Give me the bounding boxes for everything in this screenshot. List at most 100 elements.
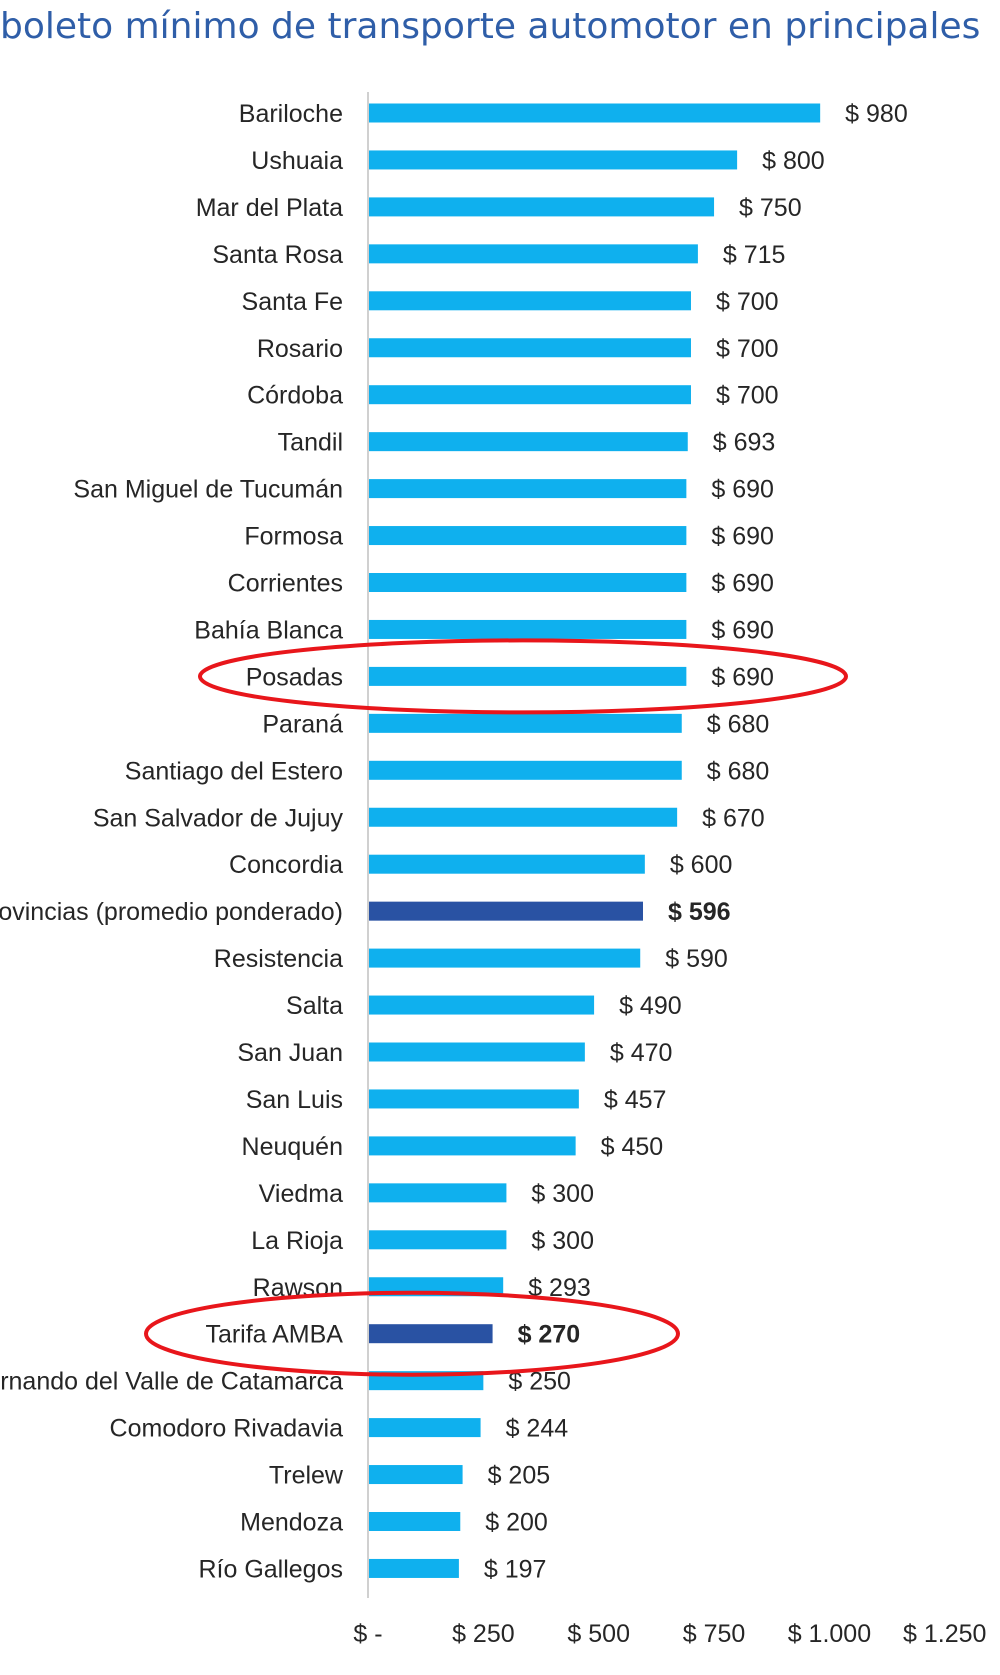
chart-title: boleto mínimo de transporte automotor en…	[0, 6, 981, 47]
data-label: $ 693	[713, 429, 776, 457]
data-label: $ 690	[711, 523, 774, 551]
annotations-group	[144, 638, 848, 1377]
category-label: Mendoza	[240, 1509, 343, 1537]
bar	[368, 1418, 481, 1438]
data-label: $ 470	[610, 1039, 673, 1067]
data-label: $ 690	[711, 663, 774, 691]
category-labels: Bariloche Ushuaia Mar del Plata Santa Rosa S…	[0, 100, 344, 1583]
highlight-ellipse	[198, 638, 848, 715]
data-label: $ 980	[845, 100, 908, 128]
bar	[368, 807, 678, 827]
bar	[368, 1230, 507, 1250]
data-label: $ 197	[484, 1555, 547, 1583]
data-label: $ 600	[670, 851, 733, 879]
bar	[368, 197, 715, 217]
x-tick-label: $ -	[353, 1620, 382, 1648]
category-label: Comodoro Rivadavia	[110, 1415, 344, 1443]
category-label: Posadas	[246, 663, 343, 691]
bar	[368, 1089, 579, 1109]
category-label: Corrientes	[228, 570, 343, 598]
category-label: San Salvador de Jujuy	[93, 804, 344, 832]
data-label: $ 800	[762, 147, 825, 175]
bar	[368, 1183, 507, 1203]
bar	[368, 573, 687, 592]
category-label: Río Gallegos	[198, 1555, 343, 1583]
category-label: Neuquén	[242, 1133, 343, 1161]
bar	[368, 432, 688, 452]
data-label: $ 205	[488, 1462, 551, 1490]
bar	[368, 1465, 463, 1485]
bar	[368, 103, 821, 123]
data-label: $ 244	[506, 1415, 569, 1443]
data-label: $ 680	[707, 710, 770, 738]
bar	[368, 1136, 576, 1156]
category-label: San Miguel de Tucumán	[73, 476, 343, 504]
data-label: $ 700	[716, 335, 779, 363]
x-tick-label: $ 250	[452, 1620, 515, 1648]
category-label: Viedma	[259, 1180, 343, 1208]
category-label: Provincias (promedio ponderado)	[0, 898, 343, 926]
category-label: Santa Fe	[242, 288, 343, 316]
category-label: Concordia	[229, 851, 343, 879]
category-label: Formosa	[244, 523, 343, 551]
bar	[368, 854, 645, 874]
data-label: $ 700	[716, 288, 779, 316]
category-label: Bariloche	[239, 100, 343, 128]
category-label: La Rioja	[251, 1227, 343, 1255]
data-label: $ 680	[707, 757, 770, 785]
data-label: $ 670	[702, 804, 765, 832]
data-label: $ 690	[711, 616, 774, 644]
x-axis-tick-labels: $ - $ 250 $ 500 $ 750 $ 1.000 $ 1.250	[353, 1620, 986, 1648]
data-label: $ 490	[619, 992, 682, 1020]
category-label: Salta	[286, 992, 343, 1020]
data-label: $ 690	[711, 476, 774, 504]
category-label: Tandil	[278, 429, 343, 457]
category-label: Tarifa AMBA	[205, 1321, 343, 1349]
bar	[368, 1324, 493, 1344]
x-tick-label: $ 1.250	[903, 1620, 986, 1648]
bar	[368, 526, 687, 546]
data-label: $ 596	[668, 898, 731, 926]
category-label: San Luis	[246, 1086, 343, 1114]
data-label: $ 300	[531, 1180, 594, 1208]
category-label: Trelew	[269, 1462, 344, 1490]
bar	[368, 244, 698, 264]
category-label: Bahía Blanca	[194, 616, 343, 644]
data-label: $ 590	[665, 945, 728, 973]
category-label: Córdoba	[247, 382, 343, 410]
bar	[368, 1042, 585, 1062]
bar	[368, 995, 595, 1015]
category-label: Santiago del Estero	[125, 757, 343, 785]
category-label: Ushuaia	[251, 147, 343, 175]
bar	[368, 1558, 459, 1578]
bar	[368, 385, 691, 405]
data-label: $ 200	[485, 1509, 548, 1537]
data-label: $ 270	[518, 1321, 581, 1349]
bar	[368, 760, 682, 780]
bar	[368, 479, 687, 499]
bar	[368, 901, 643, 921]
data-label: $ 700	[716, 382, 779, 410]
category-label: Mar del Plata	[196, 194, 343, 222]
category-label: Resistencia	[214, 945, 343, 973]
x-tick-label: $ 1.000	[788, 1620, 871, 1648]
bars-group	[368, 103, 821, 1578]
category-label: San Juan	[237, 1039, 343, 1067]
data-label: $ 690	[711, 570, 774, 598]
data-label: $ 450	[601, 1133, 664, 1161]
bar	[368, 619, 687, 639]
bar	[368, 1512, 461, 1531]
value-labels: $ 980 $ 800 $ 750 $ 715 $ 700 $ 700 $ 700 $ 693…	[484, 100, 908, 1583]
bar	[368, 713, 682, 733]
x-tick-label: $ 750	[683, 1620, 746, 1648]
category-label: Santa Rosa	[212, 241, 343, 269]
bar	[368, 948, 641, 968]
category-label: Rosario	[257, 335, 343, 363]
category-label: San Fernando del Valle de Catamarca	[0, 1368, 343, 1396]
bar	[368, 338, 691, 358]
data-label: $ 300	[531, 1227, 594, 1255]
category-label: Paraná	[262, 710, 343, 738]
x-tick-label: $ 500	[567, 1620, 630, 1648]
data-label: $ 457	[604, 1086, 667, 1114]
bar	[368, 150, 738, 170]
